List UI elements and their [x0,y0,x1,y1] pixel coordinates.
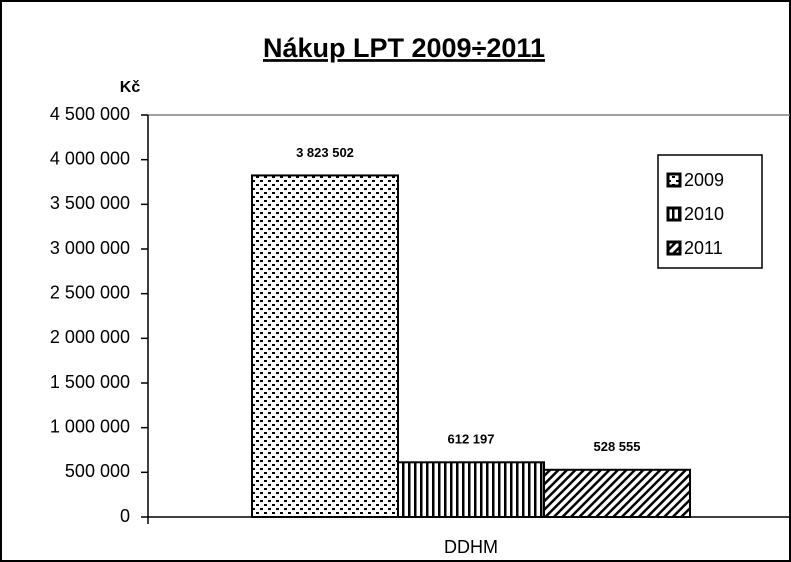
bar [543,468,691,518]
y-tick-label: 1 500 000 [50,372,130,392]
y-tick-label: 4 000 000 [50,148,130,168]
y-tick-label: 3 000 000 [50,238,130,258]
y-tick-label: 3 500 000 [50,193,130,213]
legend-swatch [666,172,682,188]
legend-swatch [666,240,682,256]
y-axis-label: Kč [120,79,141,96]
legend-label: 2010 [684,204,724,224]
y-tick-label: 4 500 000 [50,104,130,124]
data-label: 528 555 [594,439,641,454]
legend-label: 2009 [684,170,724,190]
y-tick-label: 2 500 000 [50,282,130,302]
y-tick-label: 2 000 000 [50,327,130,347]
y-tick-label: 0 [120,506,130,526]
chart-title: Nákup LPT 2009÷2011 [263,33,545,63]
y-tick-label: 500 000 [65,461,130,481]
data-label: 612 197 [448,432,495,447]
legend-label: 2011 [684,238,723,258]
y-tick-label: 1 000 000 [50,416,130,436]
bar [251,174,399,519]
legend-swatch [666,206,682,222]
data-label: 3 823 502 [296,145,354,160]
x-tick-label: DDHM [444,537,498,557]
bar [397,461,545,518]
